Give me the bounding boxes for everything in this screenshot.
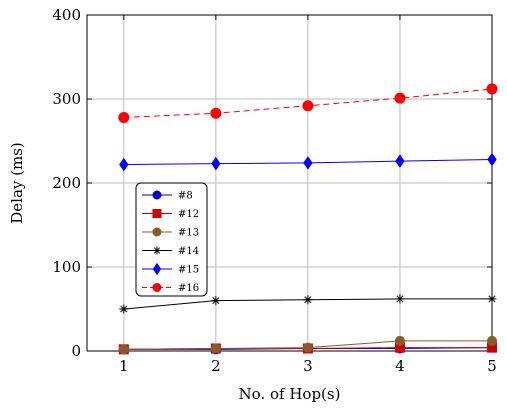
- y-tick-label: 400: [52, 6, 81, 24]
- legend-item: #16: [142, 283, 199, 294]
- legend-label: #15: [178, 265, 199, 276]
- legend-marker: [152, 262, 162, 276]
- data-point: [210, 107, 222, 119]
- data-point: [302, 342, 313, 353]
- x-tick-label: 3: [303, 357, 313, 375]
- data-point: [487, 294, 497, 304]
- legend-marker: [152, 209, 162, 218]
- legend-item: #14: [142, 246, 199, 257]
- data-point: [119, 157, 129, 172]
- legend-label: #16: [178, 283, 199, 294]
- data-point: [303, 295, 313, 305]
- legend-marker: [152, 190, 162, 200]
- y-tick-label: 200: [52, 174, 81, 192]
- x-tick-label: 2: [211, 357, 221, 375]
- legend-item: #13: [142, 227, 199, 239]
- legend-marker: [152, 227, 162, 237]
- y-tick-label: 0: [71, 342, 81, 360]
- series-layer: [118, 83, 498, 355]
- data-point: [211, 296, 221, 306]
- series-2: [118, 335, 497, 355]
- legend-item: #12: [142, 209, 199, 220]
- data-point: [210, 343, 221, 354]
- data-point: [394, 92, 406, 104]
- data-point: [302, 100, 314, 112]
- data-point: [486, 83, 498, 95]
- data-point: [303, 156, 313, 170]
- legend-label: #14: [178, 246, 199, 257]
- data-point: [118, 344, 129, 355]
- legend-item: #15: [142, 262, 199, 276]
- data-point: [395, 154, 405, 168]
- series-4: [119, 152, 497, 172]
- data-point: [395, 294, 405, 304]
- legend-item: #8: [142, 190, 193, 202]
- y-axis-label: Delay (ms): [8, 142, 26, 224]
- y-tick-label: 300: [52, 90, 81, 108]
- data-point: [394, 335, 405, 346]
- x-tick-label: 4: [395, 357, 405, 375]
- x-axis-label: No. of Hop(s): [239, 385, 341, 403]
- legend-box: [135, 182, 208, 297]
- data-point: [487, 152, 497, 167]
- y-tick-label: 100: [52, 258, 81, 276]
- legend: #8 #12 #13 #14 #15 #16: [135, 182, 208, 297]
- legend-label: #13: [178, 228, 199, 239]
- legend-label: #12: [178, 209, 199, 220]
- data-point: [119, 304, 129, 314]
- series-5: [118, 83, 498, 123]
- x-tick-label: 1: [119, 357, 129, 375]
- data-point: [118, 111, 130, 123]
- legend-marker: [152, 283, 162, 292]
- legend-label: #8: [178, 191, 193, 202]
- series-3: [119, 294, 497, 314]
- legend-marker: [153, 246, 161, 255]
- data-point: [211, 156, 221, 171]
- x-tick-label: 5: [487, 357, 497, 375]
- data-point: [487, 335, 497, 346]
